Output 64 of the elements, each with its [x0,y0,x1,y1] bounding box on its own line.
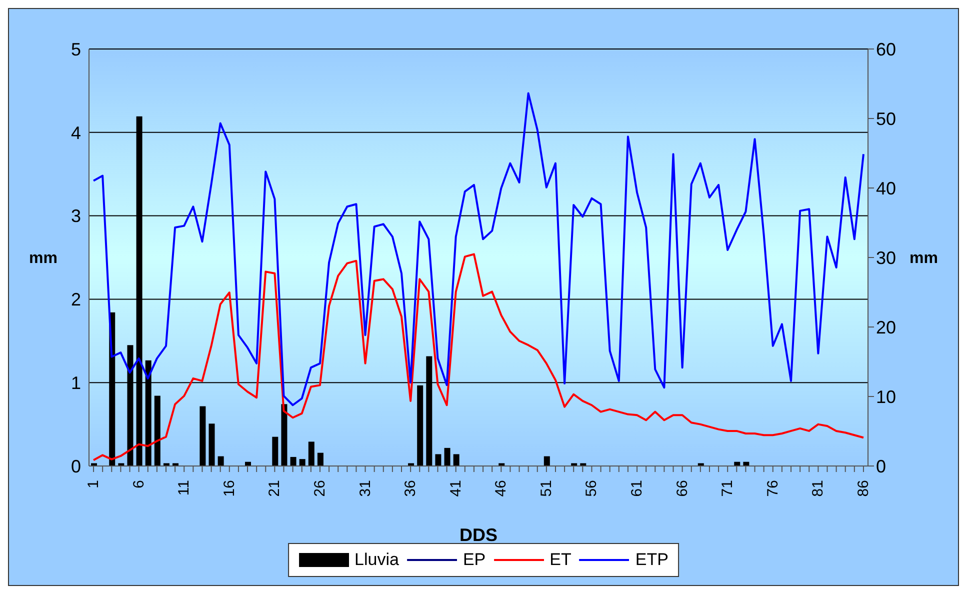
bar [290,456,296,466]
x-tick-label: 76 [764,480,782,497]
x-tick-label: 61 [628,480,646,497]
x-tick-label: 11 [176,480,193,496]
x-tick-label: 46 [492,480,510,497]
x-tick-label: 6 [130,480,148,488]
y-tick-label: 0 [70,456,81,476]
x-tick-label: 71 [719,480,736,497]
y-tick-label: 1 [70,372,81,393]
bar [408,463,414,466]
legend-label: ETP [635,550,668,570]
x-tick-label: 56 [583,480,600,497]
x-tick-label: 66 [674,480,691,497]
bar [154,396,160,466]
bar [444,448,450,466]
legend-label: EP [462,550,486,570]
bar [417,385,424,466]
y2-tick-label: 60 [876,39,896,60]
bar [453,454,460,466]
x-tick-label: 86 [854,480,872,497]
y-axis-title: mm [29,250,58,268]
bar [698,463,704,466]
y2-tick-label: 40 [876,178,896,198]
bar [272,436,278,466]
bar [299,459,306,466]
bar [571,463,578,466]
x-tick-label: 41 [447,480,464,497]
y2-tick-label: 0 [876,456,886,476]
bar [218,456,224,466]
y2-axis-title: mm [910,250,938,268]
y-tick-label: 4 [70,122,81,143]
x-tick-label: 81 [810,480,827,497]
y-tick-label: 2 [70,290,81,310]
bar [208,424,215,466]
x-tick-label: 16 [220,480,238,497]
bar [435,454,442,466]
legend-label: ET [550,550,572,570]
line-series [92,253,864,462]
x-axis-title: DDS [459,525,498,545]
x-tick-label: 51 [538,480,555,497]
line-series [92,92,864,406]
x-tick-label: 36 [402,480,420,497]
bar [163,463,170,466]
bar [498,463,505,466]
y2-tick-label: 10 [876,386,896,407]
x-tick-label: 26 [311,480,328,497]
y2-tick-label: 20 [876,317,896,338]
x-tick-label: 31 [356,480,374,497]
x-tick-label: 1 [85,480,102,488]
y2-tick-label: 30 [876,248,896,268]
bar [580,463,586,466]
y-tick-label: 5 [70,39,81,60]
bar [308,442,314,466]
bar [91,463,97,466]
bar [200,406,206,466]
legend-label: Lluvia [354,550,399,570]
bar [281,404,288,466]
y2-tick-label: 50 [876,108,896,129]
bar [172,463,179,466]
x-tick-label: 21 [266,480,284,497]
bar [544,456,550,466]
bar [118,463,124,466]
bar [317,452,324,466]
y-tick-label: 3 [70,206,81,226]
